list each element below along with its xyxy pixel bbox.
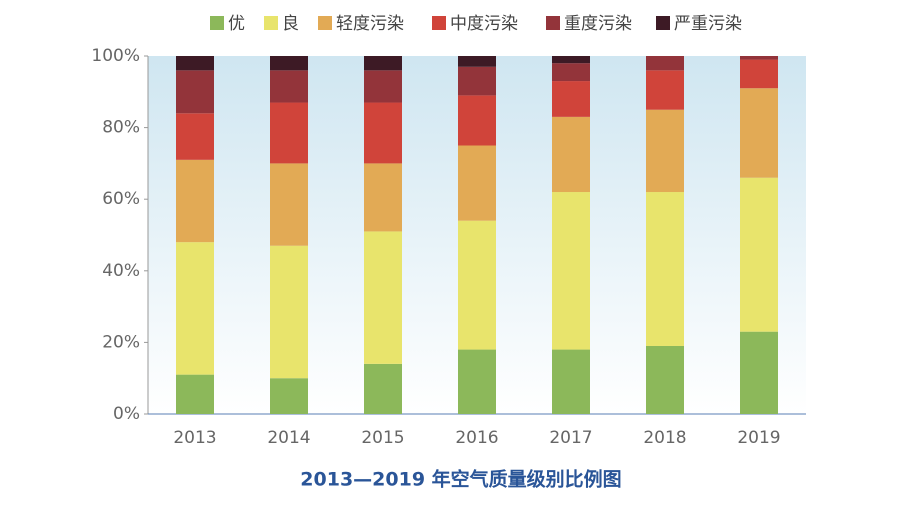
y-tick-label: 80%: [102, 118, 140, 138]
bar-segment: [176, 56, 214, 71]
legend-swatch: [432, 16, 446, 30]
bar-segment: [646, 192, 684, 346]
bar-segment: [458, 220, 496, 350]
bar-segment: [458, 66, 496, 96]
legend-label: 严重污染: [674, 14, 742, 34]
y-tick-label: 40%: [102, 261, 140, 281]
legend-swatch: [210, 16, 224, 30]
bar-segment: [552, 116, 590, 193]
bar-segment: [270, 56, 308, 71]
bar-segment: [176, 159, 214, 243]
bar-segment: [552, 81, 590, 117]
x-tick-label: 2014: [267, 428, 310, 448]
bar-segment: [270, 378, 308, 414]
bar-segment: [646, 70, 684, 110]
bar-segment: [458, 145, 496, 221]
bar-segment: [176, 242, 214, 375]
legend-swatch: [656, 16, 670, 30]
legend-swatch: [264, 16, 278, 30]
bar-segment: [740, 59, 778, 89]
x-tick-label: 2016: [455, 428, 498, 448]
bar-segment: [740, 177, 778, 332]
bar-segment: [740, 56, 778, 60]
bar-segment: [364, 163, 402, 232]
bar-segment: [176, 70, 214, 114]
bar-segment: [364, 363, 402, 414]
bar-segment: [270, 163, 308, 246]
bar-segment: [552, 63, 590, 82]
legend-label: 中度污染: [450, 14, 518, 34]
x-tick-label: 2017: [549, 428, 592, 448]
x-tick-label: 2015: [361, 428, 404, 448]
bar-segment: [552, 192, 590, 350]
x-tick-label: 2019: [737, 428, 780, 448]
bar-segment: [458, 95, 496, 146]
legend-swatch: [546, 16, 560, 30]
bar-segment: [552, 56, 590, 64]
y-tick-label: 100%: [91, 46, 140, 66]
bar-segment: [740, 331, 778, 414]
bar-segment: [646, 345, 684, 414]
bar-segment: [364, 102, 402, 164]
y-tick-label: 0%: [113, 404, 140, 424]
bar-segment: [364, 70, 402, 103]
legend-label: 轻度污染: [336, 14, 404, 34]
legend-label: 优: [228, 14, 245, 34]
bar-segment: [176, 374, 214, 414]
legend-label: 重度污染: [564, 14, 632, 34]
bar-segment: [270, 245, 308, 379]
x-tick-label: 2018: [643, 428, 686, 448]
y-tick-label: 20%: [102, 332, 140, 352]
bar-segment: [646, 56, 684, 71]
bar-segment: [458, 56, 496, 67]
x-tick-label: 2013: [173, 428, 216, 448]
bar-segment: [740, 88, 778, 178]
bar-segment: [646, 109, 684, 193]
bar-segment: [458, 349, 496, 414]
legend-swatch: [318, 16, 332, 30]
bar-segment: [364, 56, 402, 71]
bar-segment: [270, 70, 308, 103]
bar-segment: [364, 231, 402, 364]
legend-label: 良: [282, 14, 299, 34]
bar-segment: [176, 113, 214, 160]
bar-segment: [552, 349, 590, 414]
y-tick-label: 60%: [102, 189, 140, 209]
bar-segment: [270, 102, 308, 164]
chart-title: 2013—2019 年空气质量级别比例图: [300, 468, 621, 491]
